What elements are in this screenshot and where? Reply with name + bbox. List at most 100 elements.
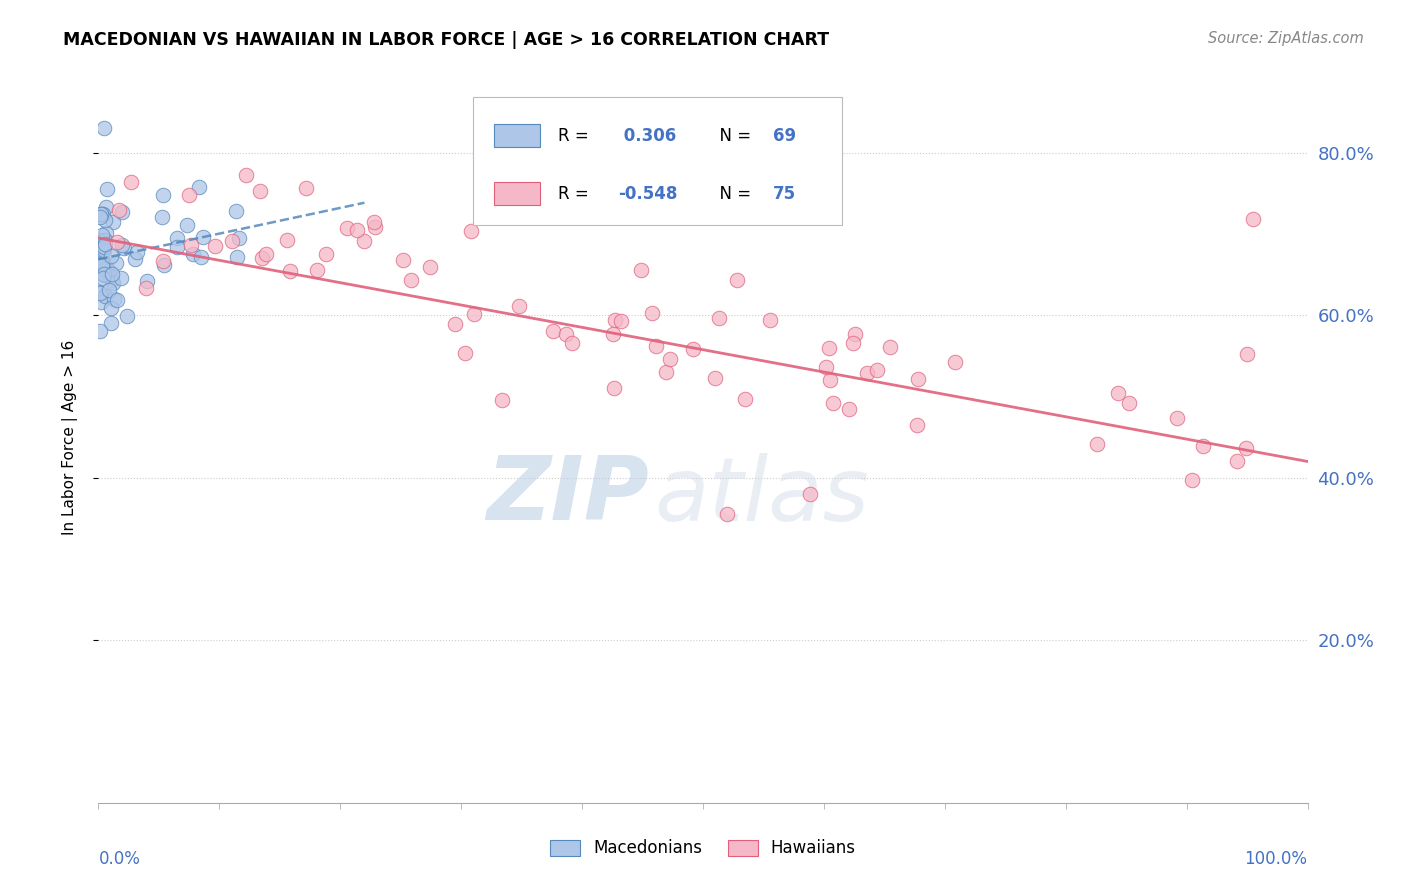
Point — [703, 371, 725, 385]
Point — [815, 359, 838, 374]
Point — [541, 325, 564, 339]
Point — [93, 213, 115, 227]
Point — [110, 270, 132, 285]
Point — [943, 355, 966, 369]
Point — [907, 372, 929, 386]
Point — [225, 203, 247, 218]
Point — [120, 175, 142, 189]
Point — [91, 244, 114, 258]
Point — [107, 235, 129, 250]
Point — [136, 274, 159, 288]
Point — [90, 252, 112, 267]
Point — [101, 276, 124, 290]
Point — [254, 247, 277, 261]
Point — [152, 187, 174, 202]
Point — [1241, 212, 1264, 227]
Point — [392, 253, 415, 268]
Point — [127, 244, 149, 259]
Point — [89, 210, 111, 224]
Point — [97, 283, 120, 297]
Point — [91, 271, 114, 285]
Bar — [494, 124, 540, 147]
Point — [94, 268, 117, 282]
Point — [1234, 441, 1257, 455]
Point — [93, 267, 115, 281]
Text: N =: N = — [709, 185, 756, 202]
Point — [1226, 454, 1249, 468]
Y-axis label: In Labor Force | Age > 16: In Labor Force | Age > 16 — [62, 340, 77, 534]
Point — [555, 327, 578, 342]
Point — [716, 508, 738, 522]
Point — [89, 260, 111, 274]
Point — [1087, 437, 1109, 451]
Point — [94, 289, 117, 303]
Point — [111, 238, 134, 252]
Point — [105, 293, 128, 307]
Point — [166, 240, 188, 254]
Point — [179, 187, 201, 202]
Text: 75: 75 — [773, 185, 796, 202]
Point — [93, 243, 115, 257]
Point — [250, 252, 273, 266]
Point — [191, 229, 214, 244]
Point — [152, 253, 174, 268]
Point — [100, 301, 122, 315]
Point — [91, 256, 114, 270]
Point — [100, 249, 122, 263]
Point — [1107, 385, 1129, 400]
Point — [641, 306, 664, 320]
Point — [855, 366, 877, 380]
Point — [844, 327, 866, 342]
Text: 100.0%: 100.0% — [1244, 850, 1308, 868]
Point — [190, 250, 212, 264]
Point — [820, 373, 842, 387]
Point — [602, 327, 624, 342]
Point — [204, 239, 226, 253]
Text: -0.548: -0.548 — [619, 185, 678, 202]
Point — [346, 223, 368, 237]
Point — [152, 259, 174, 273]
FancyBboxPatch shape — [474, 97, 842, 225]
Point — [87, 266, 110, 280]
Point — [94, 226, 117, 240]
Point — [276, 233, 298, 247]
Point — [96, 261, 118, 276]
Point — [866, 363, 889, 377]
Point — [353, 234, 375, 248]
Point — [90, 207, 112, 221]
Point — [399, 273, 422, 287]
Point — [799, 487, 821, 501]
Point — [463, 307, 485, 321]
Point — [181, 247, 204, 261]
Point — [91, 258, 114, 272]
Text: 0.0%: 0.0% — [98, 850, 141, 868]
Point — [315, 246, 337, 260]
Point — [838, 402, 860, 417]
Point — [725, 273, 748, 287]
Point — [89, 286, 111, 301]
Point — [605, 313, 627, 327]
Point — [91, 207, 114, 221]
Point — [1118, 396, 1140, 410]
Point — [419, 260, 441, 275]
Point — [1166, 410, 1188, 425]
Point — [150, 210, 173, 224]
Point — [609, 313, 631, 327]
Point — [112, 241, 135, 255]
Point — [294, 180, 316, 194]
Point — [454, 346, 477, 360]
Point — [94, 200, 117, 214]
Point — [166, 231, 188, 245]
Legend: Macedonians, Hawaiians: Macedonians, Hawaiians — [544, 832, 862, 864]
Point — [603, 382, 626, 396]
Point — [180, 237, 202, 252]
Point — [905, 418, 928, 433]
Text: 69: 69 — [773, 127, 796, 145]
Point — [96, 181, 118, 195]
Point — [226, 250, 249, 264]
Point — [111, 205, 134, 219]
Text: atlas: atlas — [655, 452, 869, 539]
Text: ZIP: ZIP — [486, 452, 648, 539]
Point — [134, 281, 156, 295]
Point — [93, 237, 115, 252]
